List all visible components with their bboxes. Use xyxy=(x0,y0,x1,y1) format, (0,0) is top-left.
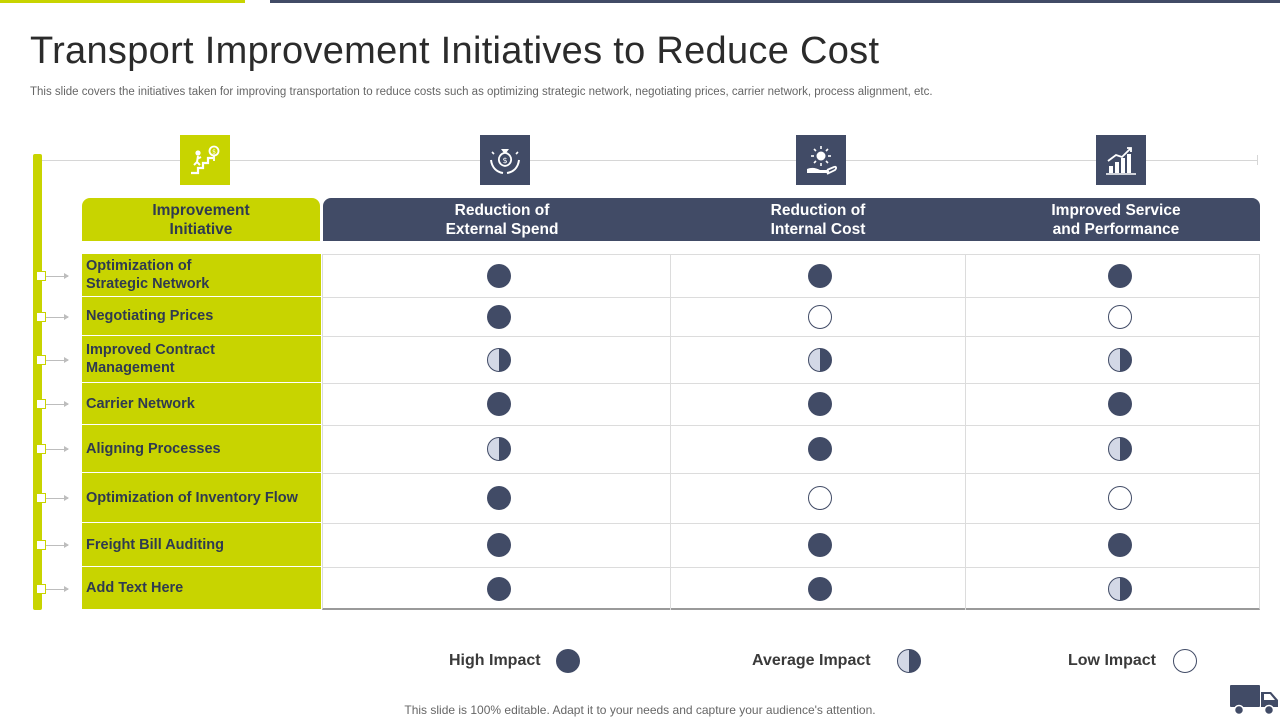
row-divider xyxy=(322,336,1260,337)
impact-dot-high xyxy=(487,263,511,288)
impact-dot-high xyxy=(1108,392,1132,416)
truck-icon xyxy=(1228,682,1280,723)
growth-chart-icon xyxy=(1096,135,1146,185)
impact-dot-low xyxy=(1108,486,1132,510)
row-divider xyxy=(322,473,1260,474)
row-divider xyxy=(322,383,1260,384)
impact-dot-high xyxy=(487,304,511,329)
row-bullet xyxy=(36,493,46,503)
impact-dot-high xyxy=(487,533,511,557)
grid-column-divider xyxy=(670,254,671,610)
impact-dot-average xyxy=(487,437,511,461)
row-label: Optimization of Inventory Flow xyxy=(82,473,321,523)
impact-dot-average xyxy=(1108,347,1132,372)
header-reduction-internal-cost: Reduction of Internal Cost xyxy=(770,201,866,238)
row-label: Aligning Processes xyxy=(82,425,321,473)
legend-high-label: High Impact xyxy=(449,652,541,669)
header-improvement-initiative: Improvement Initiative xyxy=(82,198,320,241)
impact-dot-high xyxy=(808,533,832,557)
row-label: Negotiating Prices xyxy=(82,297,321,336)
grid-column-divider xyxy=(965,254,966,610)
money-bag-hands-icon: $ xyxy=(480,135,530,185)
impact-grid xyxy=(322,254,1260,610)
impact-dot-high xyxy=(1108,263,1132,288)
impact-dot-low xyxy=(808,486,832,510)
impact-dot-high xyxy=(1108,533,1132,557)
row-label: Carrier Network xyxy=(82,383,321,425)
row-arrow xyxy=(46,446,69,452)
row-bullet xyxy=(36,270,46,281)
legend-average-dot xyxy=(897,649,921,673)
impact-dot-low xyxy=(1108,304,1132,329)
impact-dot-average xyxy=(808,347,832,372)
coin-hand-icon xyxy=(796,135,846,185)
impact-dot-high xyxy=(487,392,511,416)
impact-dot-high xyxy=(487,486,511,510)
row-bullet xyxy=(36,311,46,322)
impact-dot-high xyxy=(808,437,832,461)
row-label: Improved Contract Management xyxy=(82,336,321,383)
top-accent-bar-navy xyxy=(270,0,1280,3)
header-impact-band xyxy=(323,198,1260,241)
impact-dot-high xyxy=(808,576,832,601)
row-bullet xyxy=(36,540,46,550)
impact-dot-high xyxy=(808,392,832,416)
header-guide-line xyxy=(42,160,1258,161)
legend-average-label: Average Impact xyxy=(752,652,871,669)
row-arrow xyxy=(46,495,69,501)
footer-note: This slide is 100% editable. Adapt it to… xyxy=(404,703,876,717)
page-subtitle: This slide covers the initiatives taken … xyxy=(30,86,933,98)
legend-low-dot xyxy=(1173,649,1197,673)
row-bullet xyxy=(36,354,46,365)
header-improved-service: Improved Service and Performance xyxy=(1051,201,1181,238)
row-arrow xyxy=(46,356,69,363)
top-accent-bar-green xyxy=(0,0,245,3)
row-arrow xyxy=(46,401,69,407)
row-label: Freight Bill Auditing xyxy=(82,523,321,567)
vertical-accent-bar xyxy=(33,154,42,610)
impact-dot-average xyxy=(1108,437,1132,461)
impact-dot-low xyxy=(808,304,832,329)
row-label: Optimization of Strategic Network xyxy=(82,254,321,297)
impact-dot-high xyxy=(487,576,511,601)
header-guide-line-end xyxy=(1257,155,1258,165)
row-bullet xyxy=(36,399,46,409)
row-divider xyxy=(322,523,1260,524)
row-bullet xyxy=(36,583,46,594)
row-arrow xyxy=(46,542,69,548)
impact-dot-average xyxy=(1108,576,1132,601)
stairs-goal-icon: $ xyxy=(180,135,230,185)
page-title: Transport Improvement Initiatives to Red… xyxy=(30,30,880,72)
row-bullet xyxy=(36,444,46,454)
row-label: Add Text Here xyxy=(82,567,321,610)
row-arrow xyxy=(46,585,69,592)
impact-dot-average xyxy=(487,347,511,372)
row-divider xyxy=(322,567,1260,568)
svg-text:$: $ xyxy=(212,148,216,155)
legend-high-dot xyxy=(556,649,580,673)
row-arrow xyxy=(46,313,69,320)
row-arrow xyxy=(46,272,69,279)
impact-dot-high xyxy=(808,263,832,288)
legend-low-label: Low Impact xyxy=(1068,652,1157,669)
svg-text:$: $ xyxy=(502,156,507,165)
row-divider xyxy=(322,425,1260,426)
row-divider xyxy=(322,297,1260,298)
header-reduction-external-spend: Reduction of External Spend xyxy=(445,201,559,238)
